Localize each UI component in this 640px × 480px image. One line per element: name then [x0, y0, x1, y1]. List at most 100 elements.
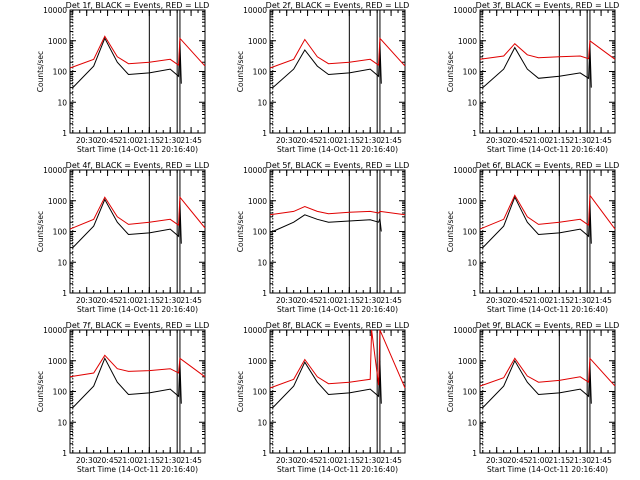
y-tick-label: 10 [257, 418, 267, 427]
x-axis-label: Start Time (14-Oct-11 20:16:40) [277, 305, 398, 314]
y-axis-label: Counts/sec [236, 51, 245, 92]
x-tick-label: 20:30 [76, 296, 98, 305]
plot-frame [269, 329, 406, 454]
panel-det-4: Det 4f, BLACK = Events, RED = LLD 1 10 100 1… [36, 161, 209, 314]
y-tick-label: 10 [467, 258, 477, 267]
x-tick-label: 21:15 [139, 136, 161, 145]
panel-det-7: Det 7f, BLACK = Events, RED = LLD 1 10 100 1… [36, 321, 209, 474]
x-tick-label: 21:30 [359, 456, 381, 465]
x-tick-label: 21:15 [139, 456, 161, 465]
y-tick-label: 10000 [453, 326, 477, 335]
y-tick-label: 100 [253, 228, 268, 237]
x-axis-label: Start Time (14-Oct-11 20:16:40) [77, 145, 198, 154]
y-tick-label: 10000 [243, 326, 267, 335]
x-tick-label: 21:45 [180, 456, 202, 465]
x-tick-label: 21:15 [549, 296, 571, 305]
plot-frame [479, 169, 616, 294]
y-tick-label: 100 [53, 388, 68, 397]
plot-frame [69, 9, 206, 134]
series-lld [269, 329, 406, 389]
x-tick-label: 21:30 [359, 296, 381, 305]
y-axis-label: Counts/sec [236, 211, 245, 252]
x-tick-label: 20:45 [97, 456, 119, 465]
series-lld [69, 354, 206, 378]
x-tick-label: 21:15 [339, 456, 361, 465]
x-tick-label: 21:45 [590, 456, 612, 465]
x-axis-label: Start Time (14-Oct-11 20:16:40) [487, 465, 608, 474]
y-axis-label: Counts/sec [36, 211, 45, 252]
y-tick-label: 1 [472, 289, 477, 298]
y-tick-label: 10 [57, 418, 67, 427]
panel-title: Det 1f, BLACK = Events, RED = LLD [66, 1, 210, 10]
series-lld [69, 35, 206, 69]
y-tick-label: 10000 [43, 6, 67, 15]
plot-frame [479, 329, 616, 454]
series-events [272, 360, 382, 408]
y-tick-label: 10 [467, 418, 477, 427]
x-tick-label: 20:45 [507, 136, 529, 145]
x-axis-label: Start Time (14-Oct-11 20:16:40) [77, 465, 198, 474]
x-tick-label: 21:15 [549, 136, 571, 145]
y-tick-label: 10 [257, 98, 267, 107]
x-tick-label: 21:00 [118, 136, 140, 145]
x-tick-label: 20:30 [276, 136, 298, 145]
plot-frame [269, 169, 406, 294]
y-tick-label: 100 [463, 388, 478, 397]
x-tick-label: 20:45 [297, 136, 319, 145]
x-tick-label: 21:45 [590, 136, 612, 145]
y-tick-label: 100 [253, 68, 268, 77]
panel-title: Det 6f, BLACK = Events, RED = LLD [476, 161, 620, 170]
x-tick-label: 20:45 [97, 136, 119, 145]
y-tick-label: 1 [62, 129, 67, 138]
panel-det-9: Det 9f, BLACK = Events, RED = LLD 1 10 100 1… [446, 321, 619, 474]
x-tick-label: 21:45 [180, 296, 202, 305]
y-tick-label: 1000 [248, 197, 267, 206]
x-tick-label: 20:30 [276, 456, 298, 465]
y-axis-label: Counts/sec [36, 51, 45, 92]
x-tick-label: 21:00 [528, 136, 550, 145]
y-axis-label: Counts/sec [446, 371, 455, 412]
x-axis-label: Start Time (14-Oct-11 20:16:40) [487, 305, 608, 314]
panel-title: Det 8f, BLACK = Events, RED = LLD [266, 321, 410, 330]
series-lld [269, 205, 406, 216]
y-axis-label: Counts/sec [236, 371, 245, 412]
x-tick-label: 20:30 [76, 136, 98, 145]
x-tick-label: 20:45 [507, 456, 529, 465]
x-tick-label: 21:30 [569, 456, 591, 465]
x-tick-label: 21:15 [339, 136, 361, 145]
x-tick-label: 20:30 [276, 296, 298, 305]
panel-title: Det 5f, BLACK = Events, RED = LLD [266, 161, 410, 170]
panel-det-6: Det 6f, BLACK = Events, RED = LLD 1 10 100 1… [446, 161, 619, 314]
x-axis-label: Start Time (14-Oct-11 20:16:40) [277, 145, 398, 154]
series-events [482, 195, 592, 248]
x-tick-label: 21:00 [318, 296, 340, 305]
y-tick-label: 10 [257, 258, 267, 267]
y-tick-label: 10000 [453, 166, 477, 175]
y-tick-label: 10000 [243, 166, 267, 175]
series-lld [479, 193, 616, 230]
x-tick-label: 21:30 [159, 296, 181, 305]
y-tick-label: 10 [57, 98, 67, 107]
y-tick-label: 100 [253, 388, 268, 397]
y-tick-label: 1000 [458, 197, 477, 206]
y-tick-label: 1000 [248, 357, 267, 366]
x-tick-label: 21:00 [318, 456, 340, 465]
y-tick-label: 10000 [243, 6, 267, 15]
y-tick-label: 1 [262, 129, 267, 138]
x-tick-label: 21:30 [359, 136, 381, 145]
series-lld [479, 357, 616, 387]
x-tick-label: 21:45 [590, 296, 612, 305]
x-tick-label: 20:45 [507, 296, 529, 305]
series-events [72, 357, 182, 408]
y-tick-label: 1 [262, 449, 267, 458]
panel-title: Det 3f, BLACK = Events, RED = LLD [476, 1, 620, 10]
series-events [272, 214, 382, 232]
y-tick-label: 100 [53, 228, 68, 237]
panel-det-8: Det 8f, BLACK = Events, RED = LLD 1 10 100 1… [236, 321, 409, 474]
series-events [482, 359, 592, 408]
y-tick-label: 1000 [48, 357, 67, 366]
y-axis-label: Counts/sec [446, 51, 455, 92]
x-axis-label: Start Time (14-Oct-11 20:16:40) [277, 465, 398, 474]
plot-frame [69, 329, 206, 454]
series-events [272, 42, 382, 88]
